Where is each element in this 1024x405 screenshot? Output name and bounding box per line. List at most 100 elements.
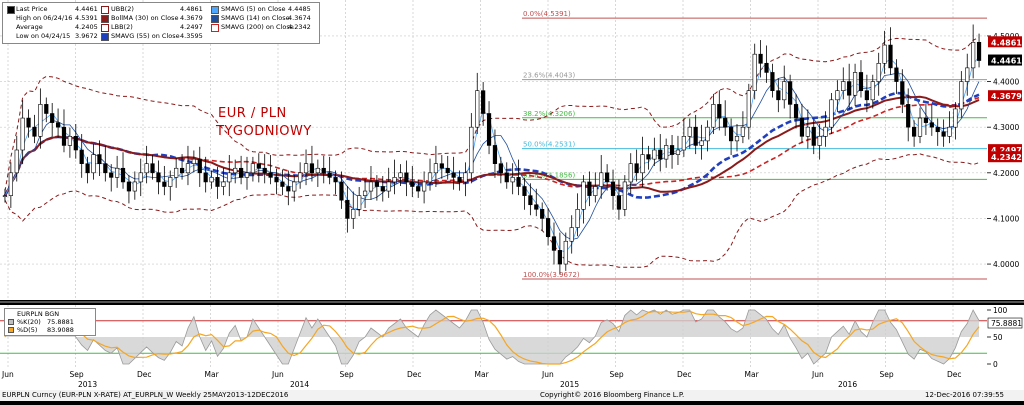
price-tag-4 [988,151,1022,163]
fib-label-5: 100.0%(3.9672) [523,271,580,279]
candle-body-150 [888,44,893,69]
candle-body-138 [817,136,822,146]
stoch-tag [987,317,1023,329]
fib-label-0: 0.0%(4.5391) [523,10,571,18]
candle-body-71 [422,181,427,192]
year-label-1: 2014 [290,380,309,389]
candle-body-74 [439,163,444,169]
candle-body-68 [404,172,409,183]
candle-body-82 [486,113,492,146]
candle-body-163 [965,67,970,82]
candle-body-141 [835,90,840,101]
price-tag-label-1: 4.4461 [991,57,1022,66]
d-swatch [8,327,14,333]
candle-body-164 [971,41,976,69]
lower-legend-k-label: %K(20) [17,318,41,326]
year-label-0: 2013 [78,380,97,389]
candle-body-140 [829,99,834,128]
candle-body-54 [321,167,326,174]
candle-body-79 [469,126,474,174]
price-tag-label-2: 4.3679 [991,92,1022,101]
candle-body-22 [132,181,137,192]
candle-body-72 [427,172,433,183]
sma5-swatch [211,6,219,14]
month-label-7: Mar [475,370,490,379]
candle-body-77 [457,177,462,183]
price-tag-3 [988,144,1022,156]
legend-high: 4.5391 [75,14,98,22]
stoch-tag-label: 75.8881 [991,319,1022,328]
last-price-swatch [7,6,15,14]
candle-body-14 [85,163,90,174]
candle-body-17 [103,163,108,174]
candle-body-95 [563,240,568,265]
candle-body-84 [498,163,503,174]
candle-body-146 [864,90,869,101]
candle-body-113 [669,145,675,155]
legend-sma55-value: 4.3595 [180,32,203,40]
candle-body-2 [14,149,19,174]
candle-body-50 [298,172,303,183]
candle-body-59 [351,209,356,219]
legend-low: 3.9672 [75,32,98,40]
candle-body-143 [847,81,852,96]
candle-body-65 [386,181,391,192]
candle-body-134 [793,104,799,119]
candle-body-42 [250,163,256,174]
candle-body-45 [268,172,273,178]
candle-body-156 [923,117,929,123]
month-label-2: Dec [137,370,152,379]
moving-averages [3,56,980,253]
candle-body-35 [209,177,214,183]
fib-label-3: 50.0%(4.2531) [523,141,575,149]
month-label-8: Jun [541,370,554,379]
candle-body-130 [770,72,775,91]
legend-sma14-name: SMAVG (14) on Close [221,14,290,22]
candle-body-149 [882,44,887,64]
candle-body-105 [622,181,627,210]
candle-body-25 [150,163,155,174]
candle-body-80 [475,90,480,128]
candle-body-7 [44,104,49,114]
candle-body-18 [109,172,114,178]
candle-body-23 [138,172,143,183]
candle-body-159 [941,131,946,137]
legend-ubb-value: 4.4861 [180,5,203,13]
legend-average: 4.2405 [75,23,98,31]
candle-body-47 [280,181,285,187]
candle-body-55 [327,172,332,178]
candle-body-125 [740,126,746,137]
candle-body-9 [55,122,61,128]
candle-body-96 [569,227,574,242]
candle-body-62 [368,181,374,192]
candle-body-103 [610,181,616,196]
candle-body-162 [959,81,964,110]
candle-body-88 [522,186,527,196]
candle-body-19 [115,167,120,178]
candle-body-100 [593,186,598,196]
candle-body-8 [50,113,55,123]
candle-body-133 [788,81,793,105]
candle-body-117 [693,126,698,146]
series-sma5 [4,56,980,253]
candle-body-121 [717,104,722,119]
legend-bollma-name: BollMA (30) on Close [111,14,179,22]
lower-legend: EURPLN BGN %K(20) 75.8881 %D(5) 83.9088 [4,308,96,336]
month-label-4: Jun [271,370,284,379]
fib-label-1: 23.6%(4.4043) [523,72,575,80]
legend-high-label: High on 06/24/16 [16,14,73,22]
sma14-swatch [211,15,219,23]
candle-body-145 [858,72,864,91]
candle-body-27 [162,181,167,187]
candle-body-66 [392,177,397,183]
candle-body-69 [410,181,415,187]
candle-body-21 [126,181,132,192]
candle-body-12 [73,136,78,151]
candle-body-151 [894,67,899,82]
month-label-1: Sep [70,370,84,379]
ubb-swatch [101,6,109,14]
candle-body-147 [870,81,875,101]
candle-body-137 [811,126,816,146]
candle-body-161 [953,108,958,128]
price-tick-label-4: 4.1000 [993,214,1019,223]
